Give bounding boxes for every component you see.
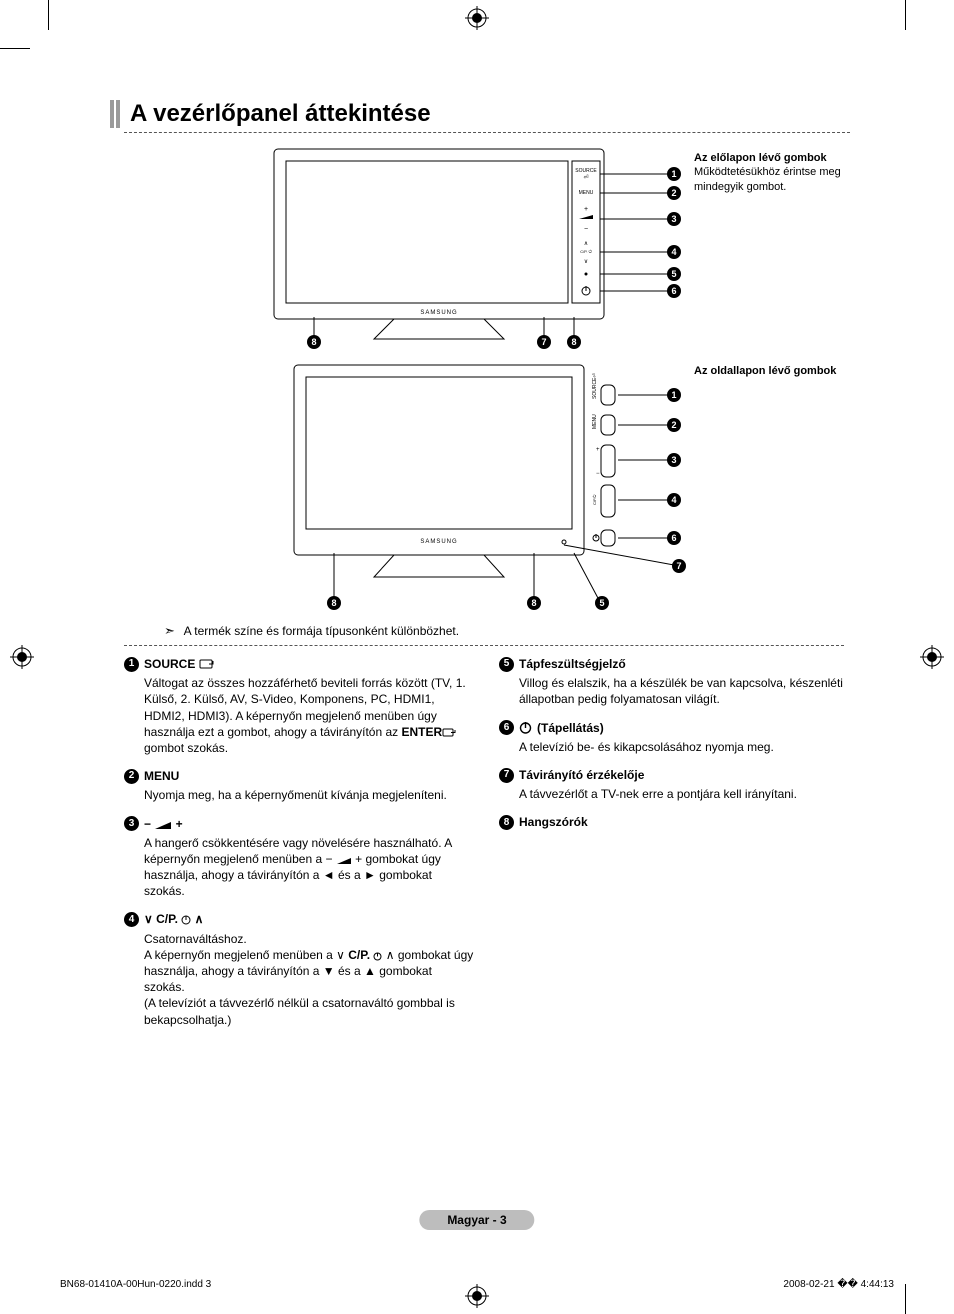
svg-text:C/P. ⏻: C/P. ⏻ — [580, 249, 592, 254]
svg-text:−: − — [596, 471, 600, 477]
svg-text:7: 7 — [676, 561, 681, 571]
document-footer: BN68-01410A-00Hun-0220.indd 3 2008-02-21… — [60, 1279, 894, 1290]
item-5: 5 Tápfeszültségjelző Villog és elalszik,… — [499, 656, 850, 708]
badge-5: 5 — [499, 657, 514, 672]
title-accent-bars — [110, 100, 122, 128]
item-3: 3 − + A hangerő csökkentésére vagy növel… — [124, 816, 475, 900]
tv-front-illustration: SOURCE ⏎ MENU + − ∧ C/P. ⏻ ∨ SAMSUNG 1 2… — [194, 139, 774, 349]
svg-text:4: 4 — [671, 247, 676, 257]
power-icon — [519, 721, 532, 734]
note-line: ➣ A termék színe és formája típusonként … — [164, 623, 844, 639]
callout-text: Működtetésükhöz érintse meg mindegyik go… — [694, 166, 841, 192]
svg-text:MENU: MENU — [579, 190, 594, 196]
badge-3: 3 — [124, 816, 139, 831]
crop-mark — [905, 0, 906, 30]
svg-text:C/P.⏻: C/P.⏻ — [592, 494, 597, 505]
badge-1: 1 — [124, 657, 139, 672]
item-body: Villog és elalszik, ha a készülék be van… — [519, 675, 850, 707]
channel-symbol-icon: ∨ C/P. ∧ — [144, 911, 203, 927]
svg-text:3: 3 — [671, 214, 676, 224]
enter-icon — [442, 728, 456, 738]
svg-text:∨: ∨ — [584, 259, 588, 265]
item-title: MENU — [144, 768, 179, 784]
svg-text:1: 1 — [671, 169, 676, 179]
svg-text:1: 1 — [671, 390, 676, 400]
svg-text:6: 6 — [671, 286, 676, 296]
item-body: A televízió be- és kikapcsolásához nyomj… — [519, 739, 850, 755]
svg-text:MENU: MENU — [592, 414, 598, 429]
registration-mark-icon — [465, 6, 489, 30]
svg-text:SAMSUNG: SAMSUNG — [420, 310, 457, 316]
svg-text:7: 7 — [541, 337, 546, 347]
callout-side-panel: Az oldallapon lévő gombok — [694, 364, 844, 378]
badge-6: 6 — [499, 720, 514, 735]
svg-text:5: 5 — [599, 598, 604, 608]
item-8: 8 Hangszórók — [499, 814, 850, 830]
svg-text:−: − — [584, 226, 588, 233]
svg-text:4: 4 — [671, 495, 676, 505]
right-column: 5 Tápfeszültségjelző Villog és elalszik,… — [499, 656, 850, 1040]
item-6: 6 (Tápellátás) A televízió be- és kikapc… — [499, 720, 850, 755]
page-footer-pill: Magyar - 3 — [419, 1210, 534, 1230]
svg-text:3: 3 — [671, 455, 676, 465]
tv-diagram: SOURCE ⏎ MENU + − ∧ C/P. ⏻ ∨ SAMSUNG 1 2… — [124, 139, 844, 646]
svg-text:∧: ∧ — [584, 241, 588, 247]
svg-text:8: 8 — [311, 337, 316, 347]
svg-text:SOURCE⏎: SOURCE⏎ — [592, 373, 598, 399]
crop-mark — [905, 1284, 906, 1314]
svg-text:6: 6 — [671, 533, 676, 543]
divider-dashed — [124, 132, 850, 133]
svg-text:SAMSUNG: SAMSUNG — [420, 539, 457, 545]
left-column: 1 SOURCE Váltogat az összes hozzáférhető… — [124, 656, 475, 1040]
item-body: Nyomja meg, ha a képernyőmenüt kívánja m… — [144, 787, 475, 803]
item-2: 2 MENU Nyomja meg, ha a képernyőmenüt kí… — [124, 768, 475, 803]
item-1: 1 SOURCE Váltogat az összes hozzáférhető… — [124, 656, 475, 756]
callout-heading: Az előlapon lévő gombok — [694, 151, 844, 165]
note-arrow-icon: ➣ — [164, 623, 175, 639]
power-icon — [181, 915, 191, 925]
crop-mark — [0, 48, 30, 49]
enter-icon — [199, 659, 215, 670]
svg-text:2: 2 — [671, 420, 676, 430]
svg-text:+: + — [584, 206, 588, 213]
page-title: A vezérlőpanel áttekintése — [130, 100, 431, 128]
volume-symbol-icon: − + — [144, 816, 183, 832]
svg-text:8: 8 — [531, 598, 536, 608]
svg-text:SOURCE: SOURCE — [575, 168, 597, 174]
item-body: Váltogat az összes hozzáférhető beviteli… — [144, 675, 475, 756]
svg-text:5: 5 — [671, 269, 676, 279]
item-title: Hangszórók — [519, 814, 588, 830]
power-icon — [373, 952, 382, 961]
note-text: A termék színe és formája típusonként kü… — [184, 624, 459, 638]
volume-symbol-icon — [336, 857, 352, 865]
item-title: SOURCE — [144, 656, 215, 672]
item-title: Tápfeszültségjelző — [519, 656, 626, 672]
item-body: Csatornaváltáshoz. A képernyőn megjelenő… — [144, 931, 475, 1028]
svg-text:⏎: ⏎ — [583, 174, 588, 181]
doc-footer-left: BN68-01410A-00Hun-0220.indd 3 — [60, 1279, 211, 1290]
doc-footer-right: 2008-02-21 �� 4:44:13 — [783, 1279, 894, 1290]
item-title: Távirányító érzékelője — [519, 767, 644, 783]
svg-text:2: 2 — [671, 188, 676, 198]
registration-mark-icon — [920, 645, 944, 669]
svg-text:+: + — [596, 447, 600, 453]
svg-text:8: 8 — [571, 337, 576, 347]
svg-text:8: 8 — [331, 598, 336, 608]
badge-4: 4 — [124, 912, 139, 927]
tv-side-illustration: SAMSUNG SOURCE⏎ MENU + − C/P.⏻ 1 2 — [194, 355, 774, 615]
item-title: (Tápellátás) — [537, 720, 604, 736]
callout-front-panel: Az előlapon lévő gombok Működtetésükhöz … — [694, 151, 844, 194]
item-body: A távvezérlőt a TV-nek erre a pontjára k… — [519, 786, 850, 802]
item-4: 4 ∨ C/P. ∧ Csatornaváltáshoz. A képernyő… — [124, 911, 475, 1027]
crop-mark — [48, 0, 49, 30]
badge-7: 7 — [499, 768, 514, 783]
badge-2: 2 — [124, 769, 139, 784]
callout-heading: Az oldallapon lévő gombok — [694, 364, 844, 378]
divider-dashed — [124, 645, 844, 646]
item-7: 7 Távirányító érzékelője A távvezérlőt a… — [499, 767, 850, 802]
registration-mark-icon — [10, 645, 34, 669]
item-body: A hangerő csökkentésére vagy növelésére … — [144, 835, 475, 900]
badge-8: 8 — [499, 815, 514, 830]
